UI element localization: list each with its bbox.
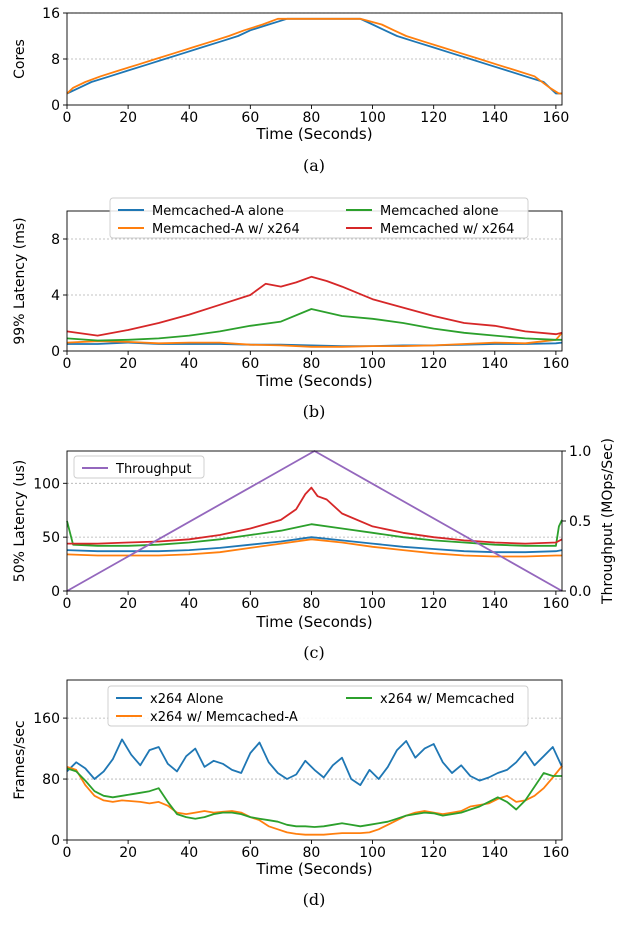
panel-caption: (a) (303, 156, 325, 175)
series-line-1 (66, 738, 563, 786)
series-line-1 (66, 17, 562, 95)
legend-entry: Memcached-A w/ x264 (152, 222, 300, 237)
x-tick-label: 20 (119, 596, 137, 612)
y-tick-label: 8 (51, 52, 60, 68)
series-line-3 (66, 767, 562, 828)
legend-box (73, 455, 205, 479)
x-tick-label: 140 (481, 356, 508, 372)
x-tick-label: 160 (543, 356, 570, 372)
y-tick-label: 0 (51, 98, 60, 114)
y2-tick-label: 0.0 (569, 584, 591, 600)
plot-frame (66, 679, 563, 841)
series-line-1 (66, 536, 563, 554)
y-tick-label: 0 (51, 344, 60, 360)
legend-entry: Memcached w/ x264 (380, 222, 514, 237)
legend-entry: x264 w/ Memcached-A (150, 710, 298, 725)
y2-tick-label: 1.0 (569, 444, 591, 460)
legend-entry: x264 w/ Memcached (380, 692, 514, 707)
x-tick-label: 100 (359, 356, 386, 372)
series-line-2 (66, 765, 563, 836)
x-tick-label: 0 (63, 596, 72, 612)
chart-panel-3: 0 20 40 60 80 100 120 140 160 0 50 100 0.0 0.5 1.0 Thro… (12, 438, 616, 662)
x-tick-label: 20 (119, 356, 137, 372)
x-tick-label: 100 (359, 845, 386, 861)
legend-entry: Throughput (115, 462, 192, 477)
y2-axis-label: Throughput (MOps/Sec) (600, 438, 616, 605)
series-line-2 (66, 332, 563, 348)
y-tick-label: 0 (51, 833, 60, 849)
legend: Memcached-A alone Memcached alone Memcache… (109, 197, 529, 239)
y-axis-label: 99% Latency (ms) (12, 217, 28, 344)
y2-tick-label: 0.5 (569, 514, 591, 530)
x-tick-label: 160 (543, 110, 570, 126)
x-tick-label: 80 (303, 356, 321, 372)
y-axis-label: 50% Latency (us) (12, 460, 28, 582)
series-line-4 (66, 275, 563, 337)
x-tick-label: 80 (303, 110, 321, 126)
x-axis-label: Time (Seconds) (255, 125, 372, 143)
chart-panel-2: 0 20 40 60 80 100 120 140 160 0 4 8 Time (Seconds) 99… (12, 197, 570, 421)
legend: Throughput (73, 455, 205, 479)
x-tick-label: 120 (420, 356, 447, 372)
x-tick-label: 0 (63, 356, 72, 372)
x-tick-label: 140 (481, 110, 508, 126)
y-tick-label: 50 (42, 530, 60, 546)
x-tick-label: 160 (543, 596, 570, 612)
panel-caption: (c) (303, 643, 324, 662)
y-tick-label: 0 (51, 584, 60, 600)
x-tick-label: 120 (420, 596, 447, 612)
legend-entry: Memcached alone (380, 204, 499, 219)
x-tick-label: 0 (63, 845, 72, 861)
panel-caption: (d) (303, 890, 326, 909)
x-tick-label: 0 (63, 110, 72, 126)
x-tick-label: 160 (543, 845, 570, 861)
y-tick-label: 4 (51, 288, 60, 304)
x-tick-label: 120 (420, 845, 447, 861)
legend-entry: Memcached-A alone (152, 204, 284, 219)
series-line-3 (66, 519, 563, 547)
x-tick-label: 20 (119, 845, 137, 861)
x-tick-label: 20 (119, 110, 137, 126)
y-tick-label: 16 (42, 6, 60, 22)
x-tick-label: 40 (180, 596, 198, 612)
series-line-4 (67, 486, 563, 545)
legend-box (107, 685, 529, 727)
x-axis-label: Time (Seconds) (255, 613, 372, 631)
x-tick-label: 80 (303, 845, 321, 861)
x-tick-label: 60 (241, 596, 259, 612)
x-tick-label: 60 (241, 356, 259, 372)
y-tick-label: 160 (33, 711, 60, 727)
x-tick-label: 60 (241, 110, 259, 126)
panel-caption: (b) (303, 402, 326, 421)
series-line-2 (66, 17, 562, 95)
legend-entry: x264 Alone (150, 692, 223, 707)
y-tick-label: 80 (42, 772, 60, 788)
x-tick-label: 120 (420, 110, 447, 126)
x-tick-label: 140 (481, 596, 508, 612)
chart-panel-1: 0 20 40 60 80 100 120 140 160 0 8 16 Time (Seconds) C… (12, 6, 569, 175)
x-tick-label: 40 (180, 845, 198, 861)
y-axis-label: Frames/sec (12, 720, 28, 799)
chart-panel-4: 0 20 40 60 80 100 120 140 160 0 80 160 Time (Seconds… (12, 679, 570, 909)
x-tick-label: 60 (241, 845, 259, 861)
legend-box (109, 197, 529, 239)
y-axis-label: Cores (12, 39, 28, 79)
y-tick-label: 100 (33, 476, 60, 492)
series-line-3 (66, 308, 562, 342)
x-tick-label: 140 (481, 845, 508, 861)
legend: x264 Alone x264 w/ Memcached x264 w/ Memca… (107, 685, 529, 727)
x-tick-label: 40 (180, 356, 198, 372)
x-tick-label: 80 (303, 596, 321, 612)
x-tick-label: 100 (359, 110, 386, 126)
y-tick-label: 8 (51, 232, 60, 248)
x-tick-label: 100 (359, 596, 386, 612)
x-axis-label: Time (Seconds) (255, 860, 372, 878)
x-axis-label: Time (Seconds) (255, 372, 372, 390)
x-tick-label: 40 (180, 110, 198, 126)
